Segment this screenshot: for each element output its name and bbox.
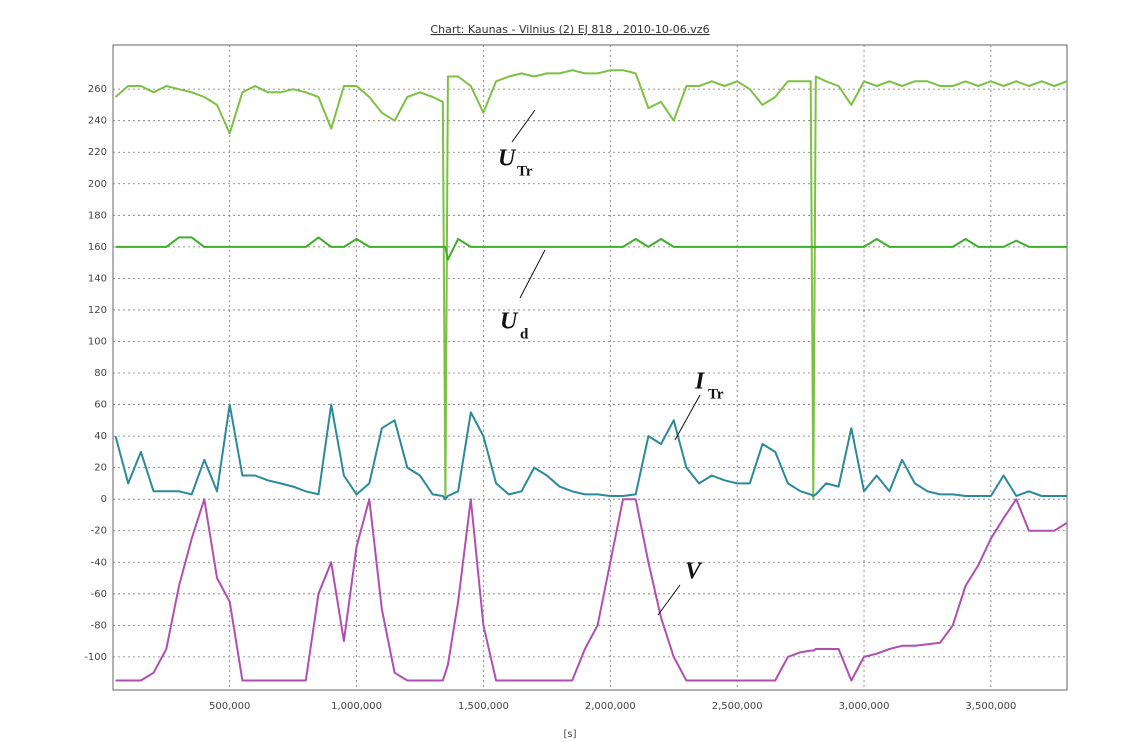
x-tick-label: 2,000,000 (585, 701, 636, 712)
y-tick-label: 180 (88, 210, 107, 221)
y-tick-label: 40 (94, 431, 107, 442)
y-tick-label: -40 (91, 557, 107, 568)
annotation: U (500, 309, 519, 335)
annotation-sub: d (520, 326, 529, 342)
x-axis-label: [s] (563, 729, 576, 740)
plot-frame (112, 44, 1068, 691)
series-line (115, 498, 1068, 682)
series-line (115, 236, 1067, 261)
series-line (114, 69, 1068, 501)
y-tick-label: 120 (88, 305, 107, 316)
y-tick-label: -20 (91, 526, 107, 537)
pointer (519, 249, 546, 299)
x-tick-label: 2,500,000 (712, 701, 763, 712)
annotations: U Tr U d I Tr V (498, 109, 724, 616)
y-tick-label: -100 (84, 652, 107, 663)
y-tick-label: 260 (88, 84, 107, 95)
y-tick-label: 220 (88, 147, 107, 158)
y-tick-label: 100 (88, 336, 107, 347)
y-tick-label: -60 (91, 589, 107, 600)
series-line (114, 403, 1067, 501)
y-tick-label: 140 (88, 273, 107, 284)
pointer (657, 584, 681, 616)
y-tick-label: 200 (88, 179, 107, 190)
y-tick-label: 60 (94, 400, 107, 411)
pointer (511, 109, 536, 143)
y-tick-label: -80 (91, 620, 107, 631)
x-tick-label: 1,000,000 (331, 701, 382, 712)
x-tick-label: 3,500,000 (965, 701, 1016, 712)
annotation-sub: Tr (708, 386, 724, 402)
annotation: V (685, 559, 703, 585)
annotation-sub: Tr (517, 163, 533, 179)
y-tick-label: 240 (88, 116, 107, 127)
x-tick-label: 3,000,000 (839, 701, 890, 712)
annotation: U (498, 146, 517, 172)
pointer (674, 394, 701, 441)
x-tick-label: 1,500,000 (458, 701, 509, 712)
chart-title: Chart: Kaunas - Vilnius (2) EJ 818 , 201… (430, 23, 709, 36)
y-tick-label: 20 (94, 463, 107, 474)
x-tick-label: 500,000 (209, 701, 250, 712)
annotation: I (694, 369, 706, 395)
y-tick-label: 80 (94, 368, 107, 379)
y-tick-label: 160 (88, 242, 107, 253)
y-tick-label: 0 (101, 494, 107, 505)
